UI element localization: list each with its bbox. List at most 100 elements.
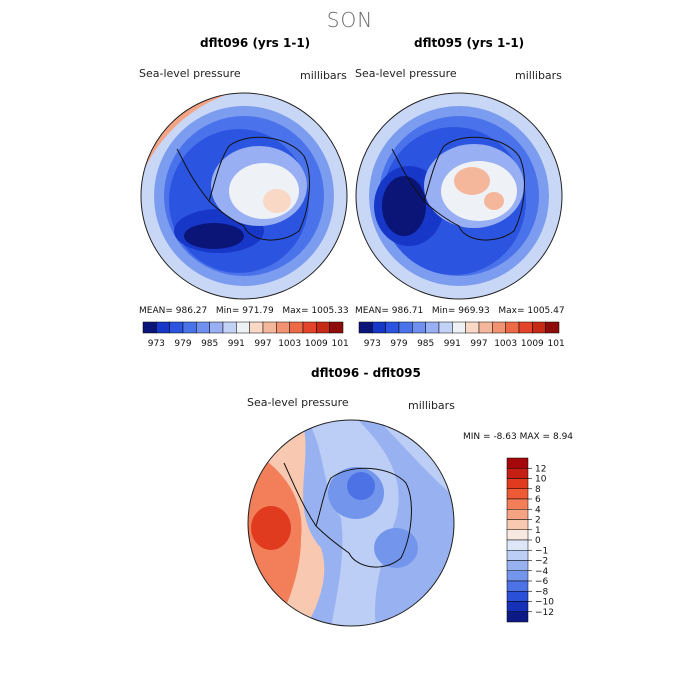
colorbar-tick-label: 10 (535, 475, 547, 485)
colorbar-tick-label: 973 (148, 339, 165, 349)
colorbar-swatch (506, 457, 529, 469)
colorbar-swatch (506, 570, 529, 582)
colorbar-tick-label: 2 (535, 516, 541, 526)
colorbar-swatch (506, 539, 529, 551)
panel2-title: dflt095 (yrs 1-1) (414, 36, 525, 50)
colorbar-swatch (505, 321, 520, 334)
panel2-colorbar: 973 979 985 991 997 1003 1009 1015 (358, 321, 565, 349)
diff-units: millibars (408, 399, 455, 412)
colorbar-tick-label: 997 (470, 339, 487, 349)
colorbar-swatch (209, 321, 224, 334)
panel2-map (355, 92, 563, 300)
colorbar-swatch (358, 321, 373, 334)
colorbar-swatch (492, 321, 506, 334)
colorbar-swatch (182, 321, 197, 334)
peninsula-coastline (176, 148, 210, 202)
colorbar-swatch (289, 321, 304, 334)
colorbar-swatch (302, 321, 317, 334)
panel2-variable: Sea-level pressure (355, 67, 457, 80)
panel1-mean: 986.27 (175, 306, 208, 316)
colorbar-tick-label: 985 (201, 339, 218, 349)
map-border (247, 419, 455, 627)
colorbar-swatch (412, 321, 426, 334)
diff-max: 8.94 (552, 432, 574, 442)
colorbar-swatch (372, 321, 386, 334)
panel2-mean-label: MEAN= (355, 306, 389, 316)
colorbar-tick-label: 1009 (521, 339, 544, 349)
colorbar-tick-label: −4 (535, 567, 549, 577)
panel2-stats: MEAN= 986.71 Min= 969.93 Max= 1005.47 (355, 306, 565, 316)
colorbar-tick-label: −8 (535, 587, 549, 597)
colorbar-swatch (398, 321, 413, 334)
colorbar-tick-label: 991 (228, 339, 245, 349)
panel1-title: dflt096 (yrs 1-1) (200, 36, 311, 50)
colorbar-tick-label: −1 (535, 546, 548, 556)
colorbar-tick-label: 1003 (278, 339, 301, 349)
colorbar-tick-label: 4 (535, 505, 541, 515)
colorbar-swatch (506, 488, 529, 500)
colorbar-swatch (506, 468, 529, 479)
colorbar-swatch (262, 321, 277, 334)
colorbar-tick-label: 1003 (494, 339, 517, 349)
panel1-colorbar: 973 979 985 991 997 1003 1009 1015 (142, 321, 349, 349)
colorbar-tick-label: 1 (535, 526, 541, 536)
colorbar-swatch (222, 321, 237, 334)
colorbar-swatch (518, 321, 533, 334)
colorbar-swatch (532, 321, 546, 334)
colorbar-tick-label: 979 (174, 339, 191, 349)
panel1-min-label: Min= (215, 306, 240, 316)
colorbar-tick-label: 0 (535, 536, 541, 546)
diff-stats: MIN = -8.63 MAX = 8.94 (463, 432, 573, 442)
near-zero-band (306, 420, 399, 626)
colorbar-tick-label: −10 (535, 598, 554, 608)
colorbar-tick-label: −2 (535, 557, 548, 567)
peninsula-coastline (283, 462, 317, 527)
panel2-max-label: Max= (498, 306, 525, 316)
colorbar-swatch (169, 321, 184, 334)
continent-high (263, 189, 291, 213)
colorbar-swatch (506, 580, 529, 592)
colorbar-swatch (506, 478, 529, 489)
colorbar-tick-label: 991 (444, 339, 461, 349)
colorbar-tick-label: 1015 (332, 339, 349, 349)
panel2-min: 969.93 (458, 306, 490, 316)
colorbar-swatch (438, 321, 453, 334)
diff-min-label: MIN = (463, 432, 491, 442)
diff-max-label: MAX = (519, 432, 551, 442)
colorbar-swatch (478, 321, 493, 334)
colorbar-swatch (506, 498, 529, 510)
colorbar-swatch (249, 321, 264, 334)
colorbar-swatch (385, 321, 400, 334)
colorbar-swatch (316, 321, 330, 334)
map-border (355, 92, 563, 300)
colorbar-swatch (276, 321, 290, 334)
negative-region-2 (374, 528, 418, 568)
colorbar-tick-label: 12 (535, 464, 546, 474)
continent-high-2 (484, 192, 504, 210)
panel2-mean: 986.71 (391, 306, 424, 316)
colorbar-tick-label: 979 (390, 339, 407, 349)
positive-core (251, 506, 291, 550)
season-title: SON (326, 8, 374, 32)
panel2-min-label: Min= (431, 306, 456, 316)
colorbar-tick-label: 6 (535, 495, 541, 505)
low-pressure-core (184, 223, 244, 249)
colorbar-swatch (156, 321, 170, 334)
colorbar-tick-label: 997 (254, 339, 271, 349)
colorbar-tick-label: −12 (535, 608, 554, 618)
panel2-units: millibars (515, 69, 562, 82)
colorbar-swatch (452, 321, 466, 334)
colorbar-swatch (329, 321, 344, 334)
colorbar-tick-label: 973 (364, 339, 381, 349)
continent-inner (229, 163, 299, 219)
panel1-max: 1005.33 (311, 306, 349, 316)
diff-map (247, 419, 455, 627)
colorbar-swatch (506, 591, 529, 602)
colorbar-swatch (465, 321, 480, 334)
colorbar-swatch (506, 611, 529, 623)
low-pressure-core (382, 176, 426, 236)
diff-variable: Sea-level pressure (247, 396, 349, 409)
panel1-map (140, 92, 348, 300)
panel1-mean-label: MEAN= (139, 306, 173, 316)
